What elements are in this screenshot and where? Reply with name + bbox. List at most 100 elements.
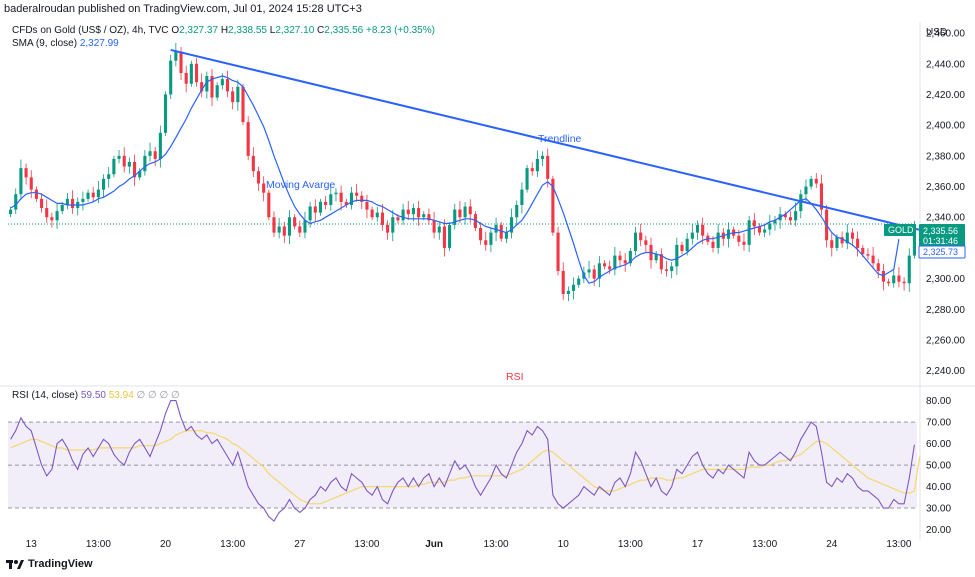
rsi-label[interactable]: RSI (14, close) xyxy=(12,390,79,401)
rsi-pane xyxy=(8,400,921,522)
candle xyxy=(819,174,824,216)
candle xyxy=(19,159,23,201)
time-tick-label: 13:00 xyxy=(618,539,643,550)
candle xyxy=(267,189,271,221)
candle xyxy=(437,222,441,240)
price-tick-label: 2,400.00 xyxy=(926,121,965,132)
rsi-empty-values: ∅ ∅ ∅ ∅ xyxy=(136,390,180,401)
candlestick-series xyxy=(9,42,916,302)
moving-average-annotation: Moving Avarge xyxy=(266,179,335,191)
last-price-tag xyxy=(919,224,965,247)
candle xyxy=(783,211,787,221)
price-tags: GOLD 2,335.56 01:31:46 2,325.73 xyxy=(884,224,966,259)
candle xyxy=(520,182,524,214)
candle xyxy=(680,241,684,255)
candle xyxy=(866,248,870,261)
candle xyxy=(174,42,178,67)
candle xyxy=(205,71,209,99)
gold-symbol-tag xyxy=(884,224,916,236)
candle xyxy=(721,228,725,246)
rsi-tick-label: 30.00 xyxy=(926,504,951,515)
candle xyxy=(881,263,885,291)
time-tick-label: 24 xyxy=(826,539,838,550)
candle xyxy=(597,256,601,288)
candle xyxy=(236,79,240,111)
candle xyxy=(571,277,576,300)
sma-price-tag xyxy=(918,245,966,259)
change-value: +8.23 (+0.35%) xyxy=(366,25,435,36)
price-tick-label: 2,440.00 xyxy=(926,59,965,70)
candle xyxy=(417,200,421,226)
open-value: 2,327.37 xyxy=(179,25,219,36)
last-price-text: 2,335.56 xyxy=(923,226,958,236)
time-tick-label: 13:00 xyxy=(354,539,379,550)
candle xyxy=(169,54,173,99)
rsi-tick-label: 50.00 xyxy=(926,461,951,472)
rsi-axis[interactable]: 80.00 70.00 60.00 50.00 40.00 30.00 20.00 xyxy=(926,396,951,536)
candle xyxy=(664,260,669,277)
candle xyxy=(386,220,390,240)
time-axis[interactable]: 13 13:00 20 13:00 27 13:00 Jun 13:00 10 13:00 17 13… xyxy=(26,539,912,550)
price-tick-label: 2,360.00 xyxy=(926,182,965,193)
price-tick-label: 2,340.00 xyxy=(926,213,965,224)
candle xyxy=(76,197,80,216)
sma-value: 2,327.99 xyxy=(79,38,119,49)
candle xyxy=(623,253,627,272)
time-tick-label: 13:00 xyxy=(220,539,245,550)
candle xyxy=(127,157,131,174)
candle xyxy=(525,165,529,193)
candle xyxy=(840,231,844,248)
candle xyxy=(81,191,85,211)
high-label: H xyxy=(220,25,229,36)
rsi-tick-label: 20.00 xyxy=(926,525,951,536)
candle xyxy=(902,277,906,291)
candle xyxy=(112,155,116,178)
sma-label[interactable]: SMA (9, close) xyxy=(12,38,78,49)
candle xyxy=(618,251,622,268)
candle xyxy=(587,260,591,279)
rsi-line xyxy=(10,400,915,522)
price-tick-label: 2,260.00 xyxy=(926,336,965,347)
candle xyxy=(194,57,199,87)
candle xyxy=(489,228,493,253)
candle xyxy=(163,91,168,136)
tradingview-logo-icon xyxy=(6,559,24,569)
candle xyxy=(546,148,550,188)
candle xyxy=(101,174,106,197)
candle xyxy=(107,167,111,188)
open-label: O xyxy=(171,25,180,36)
candle xyxy=(892,269,896,288)
candle xyxy=(251,147,255,178)
time-tick-label: 13:00 xyxy=(86,539,111,550)
candle xyxy=(329,185,333,211)
close-value: 2,335.56 xyxy=(324,25,364,36)
candle xyxy=(845,223,849,250)
candle xyxy=(24,163,28,185)
rsi-value: 59.50 xyxy=(80,390,106,401)
symbol-title[interactable]: CFDs on Gold (US$ / OZ), 4h, TVC xyxy=(12,25,169,36)
bar-countdown-text: 01:31:46 xyxy=(923,236,958,246)
candle xyxy=(856,231,860,257)
price-axis[interactable]: 2,460.00 2,440.00 2,420.00 2,400.00 2,380.00… xyxy=(926,29,965,378)
candle xyxy=(210,68,214,107)
candle xyxy=(633,226,638,256)
candle xyxy=(406,200,410,221)
symbol-legend: CFDs on Gold (US$ / OZ), 4h, TVC O2,327.… xyxy=(12,25,435,36)
candle xyxy=(484,231,488,251)
candle xyxy=(675,237,679,275)
candle xyxy=(871,247,875,270)
candle xyxy=(747,215,751,253)
close-label: C xyxy=(317,25,325,36)
candle xyxy=(535,150,539,178)
candle xyxy=(794,202,798,227)
candle xyxy=(659,248,663,274)
candle xyxy=(231,86,235,110)
candle xyxy=(117,150,121,164)
candle xyxy=(282,222,286,243)
trendline[interactable] xyxy=(170,48,925,233)
candle xyxy=(602,260,607,270)
tradingview-footer[interactable]: TradingView xyxy=(6,558,93,570)
rsi-tick-label: 40.00 xyxy=(926,482,951,493)
candle xyxy=(809,175,813,190)
